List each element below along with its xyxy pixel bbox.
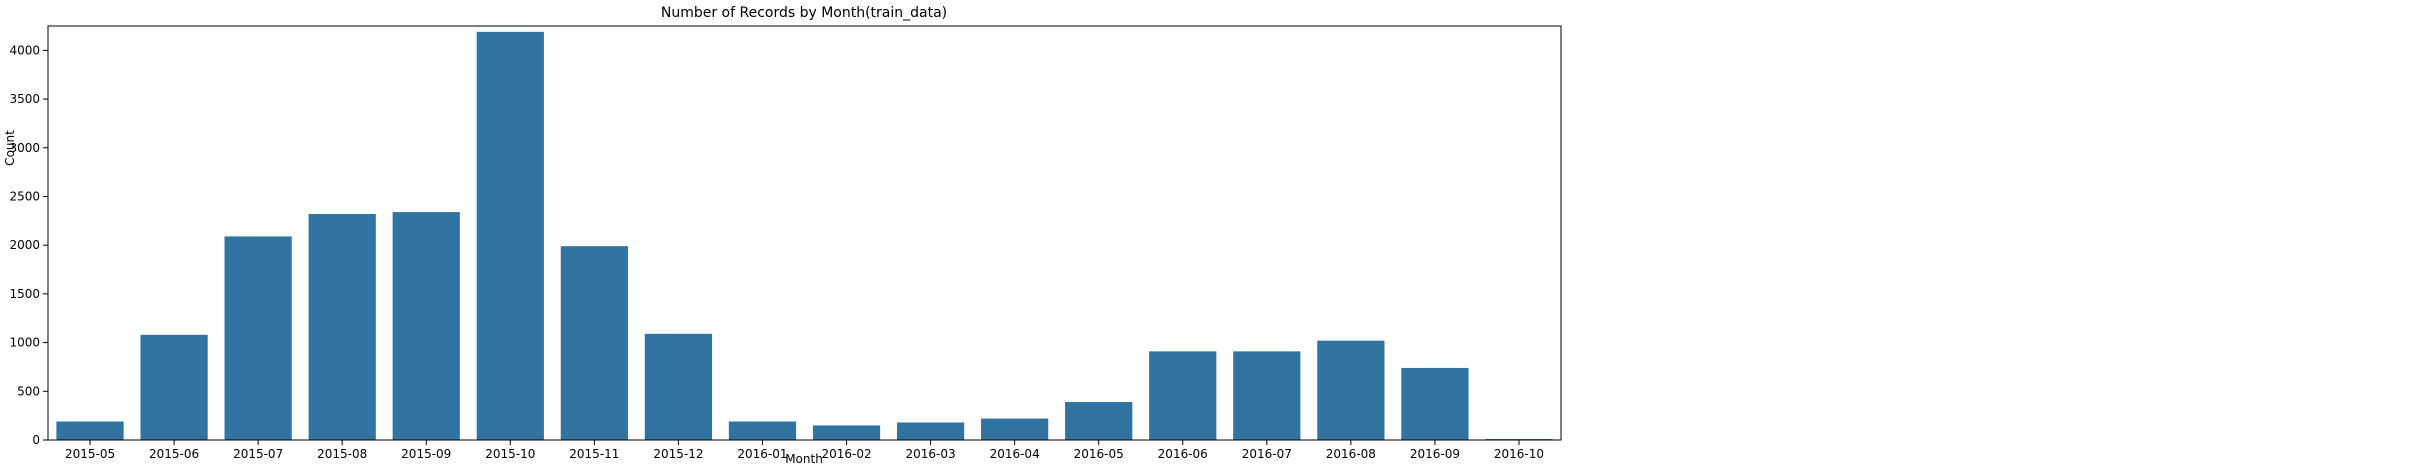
- x-tick-label: 2015-09: [401, 447, 451, 461]
- x-tick-label: 2015-08: [317, 447, 367, 461]
- x-tick-label: 2015-05: [65, 447, 115, 461]
- x-tick-label: 2016-05: [1074, 447, 1124, 461]
- x-tick-label: 2016-01: [737, 447, 787, 461]
- bar-2015-12: [644, 333, 713, 440]
- bar-2016-08: [1317, 340, 1385, 440]
- x-axis-title: Month: [785, 452, 823, 466]
- x-tick-label: 2015-06: [149, 447, 199, 461]
- x-tick-label: 2016-02: [821, 447, 871, 461]
- bar-2015-07: [224, 236, 292, 440]
- bar-2015-09: [392, 212, 460, 440]
- bar-2016-06: [1149, 351, 1217, 440]
- plot-area: 0 500 1000 1500 2000 2500 3000 3500 4000 2015-05 2…: [9, 25, 1562, 461]
- bar-2016-02: [812, 425, 881, 440]
- y-tick-label: 1500: [9, 287, 40, 301]
- x-tick-label: 2016-10: [1494, 447, 1544, 461]
- x-tick-label: 2015-10: [485, 447, 535, 461]
- x-tick-label: 2016-08: [1326, 447, 1376, 461]
- x-tick-label: 2016-06: [1158, 447, 1208, 461]
- x-tick-label: 2016-07: [1242, 447, 1292, 461]
- x-tick-label: 2016-03: [906, 447, 956, 461]
- chart-title: Number of Records by Month(train_data): [661, 5, 947, 21]
- bar-2015-08: [308, 214, 376, 440]
- y-tick-label: 3500: [9, 92, 40, 106]
- bar-2016-09: [1401, 367, 1469, 440]
- x-tick-label: 2015-07: [233, 447, 283, 461]
- bar-2016-03: [896, 422, 965, 440]
- y-tick-label: 2500: [9, 189, 40, 203]
- bar-2015-10: [476, 31, 544, 441]
- bar-2016-04: [981, 418, 1049, 440]
- y-axis-title: Count: [3, 130, 17, 166]
- y-tick-label: 3000: [9, 141, 40, 155]
- bar-2015-05: [56, 421, 124, 440]
- y-tick-label: 4000: [9, 43, 40, 57]
- y-tick-label: 0: [32, 433, 40, 447]
- bar-2016-07: [1233, 351, 1301, 440]
- y-tick-label: 1000: [9, 336, 40, 350]
- bar-2016-01: [728, 421, 797, 440]
- x-tick-label: 2015-12: [653, 447, 703, 461]
- bar-2016-05: [1065, 402, 1133, 440]
- y-tick-label: 2000: [9, 238, 40, 252]
- bar-2015-11: [560, 246, 628, 440]
- x-tick-label: 2016-04: [990, 447, 1040, 461]
- bar-2015-06: [140, 334, 208, 440]
- x-tick-label: 2016-09: [1410, 447, 1460, 461]
- axes-frame: [47, 25, 1562, 441]
- y-tick-label: 500: [17, 384, 40, 398]
- x-tick-label: 2015-11: [569, 447, 619, 461]
